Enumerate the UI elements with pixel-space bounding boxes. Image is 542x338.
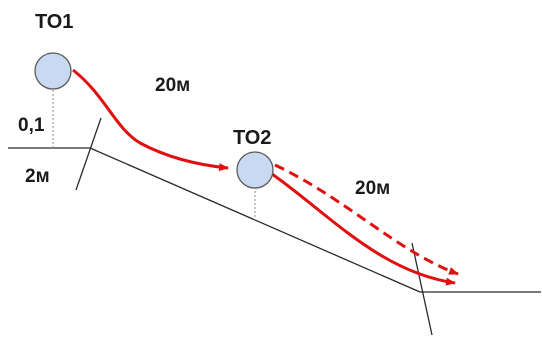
distance-label-2: 20м xyxy=(355,178,390,199)
trajectory-arrow-2 xyxy=(271,172,456,286)
to2-ball xyxy=(236,151,274,189)
lower-edge-tick xyxy=(411,242,433,336)
to1-label: ТО1 xyxy=(35,11,73,33)
height-label: 0,1 xyxy=(18,115,45,136)
to2-label: ТО2 xyxy=(233,127,271,149)
distance-label-1: 20м xyxy=(155,75,190,96)
upper-edge-tick xyxy=(75,117,102,191)
trajectory-arrow-1 xyxy=(72,68,229,172)
to1-ball xyxy=(34,52,72,90)
width-label: 2м xyxy=(25,166,50,187)
